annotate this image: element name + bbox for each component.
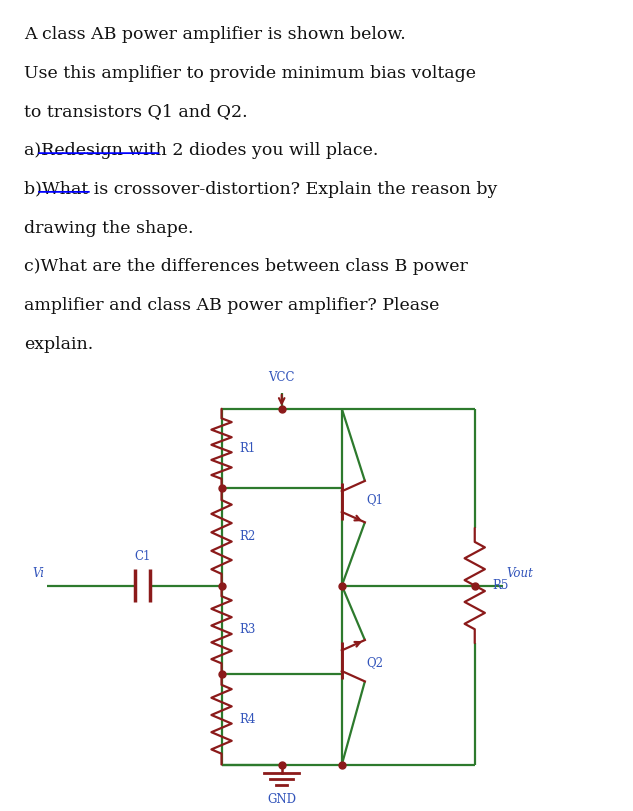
Text: drawing the shape.: drawing the shape. — [24, 220, 194, 237]
Text: C1: C1 — [134, 551, 151, 564]
Text: Q2: Q2 — [367, 656, 384, 669]
Text: explain.: explain. — [24, 336, 93, 353]
Text: R4: R4 — [239, 713, 256, 726]
Text: b)What is crossover-distortion? Explain the reason by: b)What is crossover-distortion? Explain … — [24, 181, 498, 198]
Text: R5: R5 — [492, 579, 509, 592]
Text: Use this amplifier to provide minimum bias voltage: Use this amplifier to provide minimum bi… — [24, 65, 476, 82]
Text: GND: GND — [267, 793, 296, 806]
Text: A class AB power amplifier is shown below.: A class AB power amplifier is shown belo… — [24, 26, 406, 43]
Text: R1: R1 — [239, 442, 256, 455]
Text: VCC: VCC — [268, 371, 295, 384]
Text: Vout: Vout — [506, 567, 533, 581]
Text: Vi: Vi — [32, 567, 44, 581]
Text: Q1: Q1 — [367, 493, 384, 506]
Text: amplifier and class AB power amplifier? Please: amplifier and class AB power amplifier? … — [24, 297, 439, 314]
Text: a)Redesign with 2 diodes you will place.: a)Redesign with 2 diodes you will place. — [24, 142, 379, 159]
Text: to transistors Q1 and Q2.: to transistors Q1 and Q2. — [24, 103, 248, 120]
Text: R2: R2 — [239, 530, 256, 543]
Text: R3: R3 — [239, 624, 256, 637]
Text: c)What are the differences between class B power: c)What are the differences between class… — [24, 258, 468, 275]
